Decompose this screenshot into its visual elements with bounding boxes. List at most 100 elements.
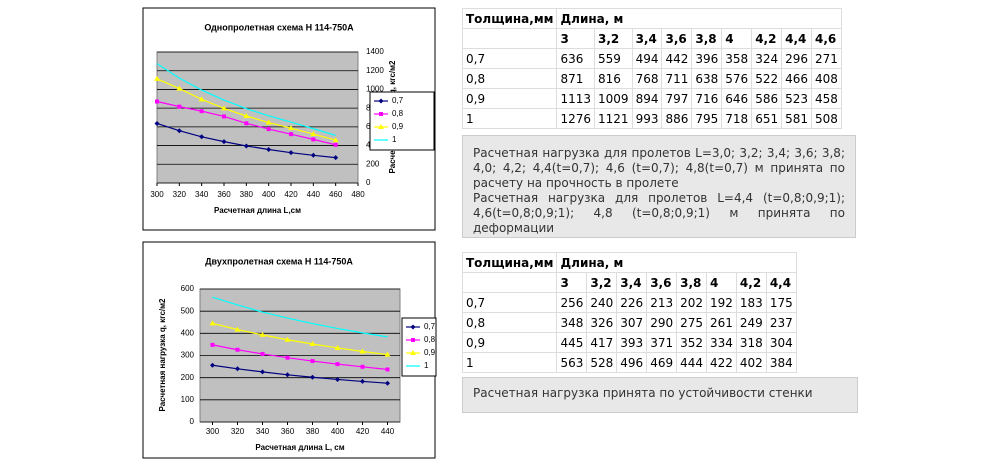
table-row: 0,8 871 816 768 711 638 576 522 466 408 <box>461 68 842 89</box>
marker <box>177 104 182 109</box>
marker <box>154 120 160 126</box>
table-row: 0,7 636 559 494 442 396 358 324 296 271 <box>461 48 842 69</box>
cell: 261 <box>706 312 737 333</box>
table-row: 1 1276 1121 993 886 795 718 651 581 508 <box>461 108 842 129</box>
table-row: 1 563 528 496 469 444 422 402 384 <box>461 352 797 373</box>
length-cell: 3,2 <box>594 28 633 49</box>
cell: 559 <box>594 48 633 69</box>
y-tick-label: 400 <box>181 328 195 337</box>
length-cell: 3,8 <box>691 28 723 49</box>
series-line <box>212 364 388 384</box>
cell: 0,9 <box>461 332 558 353</box>
cell: 334 <box>706 332 737 353</box>
cell: 445 <box>556 332 588 353</box>
marker <box>385 367 390 372</box>
marker <box>334 344 341 350</box>
marker <box>384 351 391 357</box>
table-row: 0,8 348 326 307 290 275 261 249 237 <box>461 312 797 333</box>
x-tick-label: 480 <box>351 190 365 199</box>
cell: 249 <box>735 312 767 333</box>
length-cell: 4,4 <box>765 272 797 293</box>
cell: 0,7 <box>461 292 558 313</box>
table: Толщина,мм Длина, м 3 3,2 3,4 3,6 3,8 4 4,2 4,4 0,… <box>461 252 797 373</box>
marker <box>244 121 249 126</box>
marker <box>234 326 241 332</box>
y-tick-label: 1200 <box>366 66 384 75</box>
cell: 1121 <box>594 108 633 129</box>
marker <box>260 369 265 375</box>
x-tick-label: 320 <box>231 427 245 436</box>
length-cell: 3 <box>556 272 588 293</box>
cell: 646 <box>721 88 753 109</box>
cell: 469 <box>646 352 678 373</box>
cell: 795 <box>691 108 723 129</box>
marker <box>288 150 294 156</box>
marker <box>410 350 416 355</box>
length-cell: 3,2 <box>586 272 618 293</box>
marker <box>332 137 339 143</box>
marker <box>284 336 291 342</box>
cell: 256 <box>556 292 588 313</box>
series-line <box>212 344 388 371</box>
cell: 894 <box>631 88 663 109</box>
cell: 0,8 <box>461 312 558 333</box>
y-tick-label: 0 <box>190 417 195 426</box>
cell: 1113 <box>556 88 596 109</box>
table-row: 0,9 1113 1009 894 797 716 646 586 523 458 <box>461 88 842 109</box>
cell: 324 <box>751 48 783 69</box>
cell: 718 <box>721 108 753 129</box>
marker <box>222 114 226 119</box>
legend-label: 0,7 <box>424 322 436 331</box>
cell: 576 <box>721 68 753 89</box>
cell: 202 <box>676 292 707 313</box>
cell: 0,7 <box>461 48 558 69</box>
cell: 192 <box>706 292 737 313</box>
legend-label: 1 <box>392 135 397 144</box>
cell: 296 <box>781 48 812 69</box>
cell: 307 <box>616 312 648 333</box>
plot-area <box>156 51 359 184</box>
cell: 402 <box>735 352 767 373</box>
cell: 993 <box>631 108 663 129</box>
cell: 444 <box>676 352 707 373</box>
y-axis-label: Расчетная нагрузка q, кгс/м2 <box>158 298 167 412</box>
header-row: Толщина,мм Длина, м <box>461 252 797 273</box>
length-cell: 4,2 <box>751 28 783 49</box>
legend-label: 0,7 <box>392 96 404 105</box>
cell: 716 <box>691 88 723 109</box>
marker <box>221 139 227 145</box>
marker <box>221 105 227 111</box>
legend-label: 0,8 <box>424 335 436 344</box>
marker <box>285 372 290 378</box>
cell: 422 <box>706 352 737 373</box>
chart-title: Однопролетная схема Н 114-750А <box>204 22 354 32</box>
x-tick-label: 460 <box>329 190 343 199</box>
marker <box>198 96 205 102</box>
series-line <box>212 322 388 356</box>
marker <box>199 134 205 140</box>
marker <box>235 366 240 372</box>
length-cell: 4 <box>706 272 737 293</box>
marker <box>310 152 316 158</box>
length-row: 3 3,2 3,4 3,6 3,8 4 4,2 4,4 4,6 <box>461 28 842 49</box>
x-tick-label: 340 <box>195 190 209 199</box>
marker <box>333 142 338 147</box>
legend-label: 0,9 <box>392 122 404 131</box>
x-tick-label: 300 <box>150 190 164 199</box>
x-tick-label: 300 <box>206 427 220 436</box>
cell: 586 <box>751 88 783 109</box>
cell: 408 <box>811 68 842 89</box>
y-tick-label: 1400 <box>366 47 384 56</box>
cell: 651 <box>751 108 783 129</box>
cell: 581 <box>781 108 812 129</box>
marker <box>310 374 315 380</box>
cell: 183 <box>735 292 767 313</box>
length-cell: 4,4 <box>781 28 812 49</box>
note-text: Расчетная нагрузка принята по устойчивос… <box>473 386 813 400</box>
marker <box>243 143 249 149</box>
length-cell: 3,6 <box>646 272 678 293</box>
cell: 886 <box>661 108 693 129</box>
cell: 304 <box>765 332 797 353</box>
marker <box>378 124 384 129</box>
